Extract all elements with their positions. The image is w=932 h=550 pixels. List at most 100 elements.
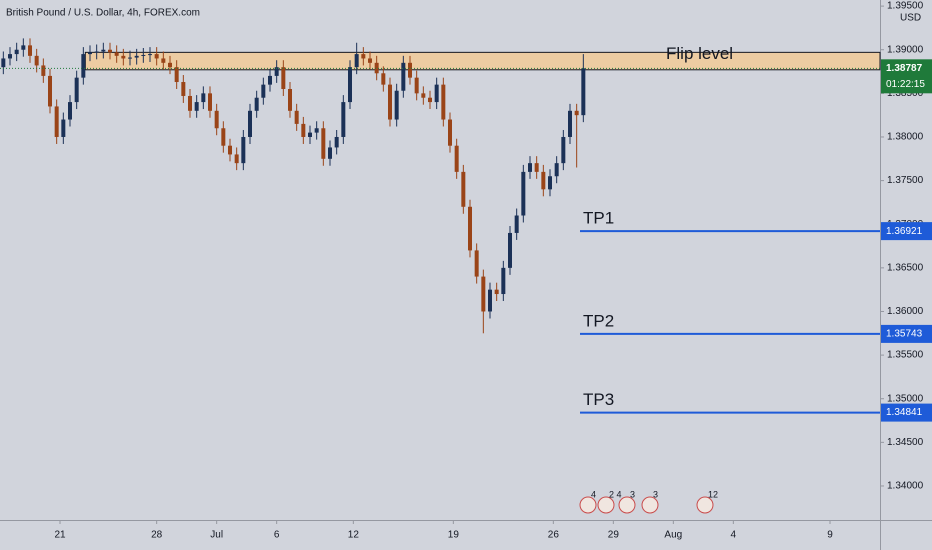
candle-body [174, 67, 179, 83]
candle-body [548, 176, 552, 190]
candle-body [168, 62, 172, 68]
y-tick-label: 1.37500 [887, 175, 924, 186]
candle-body [208, 93, 212, 111]
x-tick-label: 28 [151, 530, 163, 541]
candle-body [101, 49, 106, 52]
candle-body [348, 67, 352, 103]
flip-label: Flip level [666, 44, 733, 63]
candle-body [128, 57, 132, 59]
candle-body [188, 95, 192, 111]
y-tick-label: 1.38500 [887, 88, 924, 99]
candle-body [108, 49, 112, 53]
candle-body [288, 88, 292, 111]
x-tick-label: 21 [54, 530, 66, 541]
candle-body [461, 171, 466, 207]
candle-body [248, 110, 252, 137]
candle-body [408, 62, 412, 78]
y-tick-label: 1.36000 [887, 306, 924, 317]
candle-body [54, 106, 59, 137]
candle-body [354, 54, 359, 68]
y-tick-label: 1.35500 [887, 350, 924, 361]
plot: Flip level TP1 TP2 TP3 [0, 38, 881, 414]
candle-body [494, 289, 499, 295]
candle-body [154, 54, 159, 59]
target-name: TP1 [583, 209, 614, 228]
candle-body [401, 62, 406, 91]
candle-body [561, 136, 566, 164]
target-price-box [881, 222, 932, 241]
candle-body [568, 110, 572, 137]
target-name: TP2 [583, 311, 614, 330]
y-tick-label: 1.39000 [887, 44, 924, 55]
x-tick-label: Jul [210, 530, 223, 541]
candle-body [468, 206, 472, 251]
candle-body [68, 102, 72, 120]
candle-body [228, 145, 232, 155]
candle-body [121, 55, 126, 59]
target-price-label: 1.34841 [886, 407, 923, 418]
candle-body [194, 102, 199, 111]
y-tick-label: 1.39500 [887, 1, 924, 12]
candle-body [134, 55, 139, 58]
event-icon [618, 496, 636, 514]
candle-body [234, 154, 239, 164]
x-tick-label: Aug [664, 530, 682, 541]
event-count: 3 [653, 489, 658, 499]
candle-body [14, 49, 19, 55]
candle-body [341, 102, 346, 137]
y-tick-label: 1.38000 [887, 132, 924, 143]
candle-body [21, 45, 26, 50]
candle-body [541, 171, 546, 190]
event-count: 4 [591, 489, 596, 499]
candle-body [61, 119, 66, 137]
y-tick-label: 1.36500 [887, 262, 924, 273]
target-price-label: 1.36921 [886, 226, 923, 237]
candle-body [294, 110, 299, 124]
candle-body [308, 132, 312, 137]
candle-body [114, 52, 119, 56]
candle-body [161, 58, 166, 63]
event-count: 3 [630, 489, 635, 499]
candle-body [148, 54, 152, 56]
candle-body [201, 93, 206, 103]
candle-body [328, 147, 332, 159]
candle-body [88, 52, 92, 55]
x-tick-label: 19 [448, 530, 460, 541]
candle-body [361, 54, 366, 59]
candle-body [368, 58, 372, 63]
candle-body [414, 77, 419, 94]
x-tick-label: 6 [274, 530, 280, 541]
y-tick-label: 1.34000 [887, 481, 924, 492]
candle-body [528, 163, 532, 172]
candle-body [48, 75, 52, 107]
event-icon [579, 496, 597, 514]
candle-body [488, 289, 492, 312]
candle-body [274, 67, 279, 76]
candle-body [481, 276, 486, 312]
candle-body [74, 77, 79, 103]
candle-body [574, 110, 579, 116]
candle-body [374, 62, 379, 74]
flip-zone [84, 51, 881, 71]
candle-body [534, 163, 539, 172]
current-price-label: 1.38787 [886, 63, 923, 74]
candle-body [261, 84, 266, 98]
candle-body [581, 68, 586, 116]
event-count: 2 4 [609, 489, 622, 499]
x-tick-label: 4 [731, 530, 737, 541]
candle-body [428, 97, 432, 103]
candle-body [434, 84, 439, 103]
candle-body [501, 267, 506, 295]
candle-body [81, 54, 86, 78]
candle-body [34, 55, 39, 66]
event-count: 12 [708, 489, 718, 499]
candle-body [514, 215, 519, 233]
candle-body [334, 136, 339, 148]
currency-label: USD [900, 13, 921, 24]
candle-body [554, 163, 559, 177]
candle-body [181, 82, 186, 96]
candle-body [441, 84, 446, 120]
